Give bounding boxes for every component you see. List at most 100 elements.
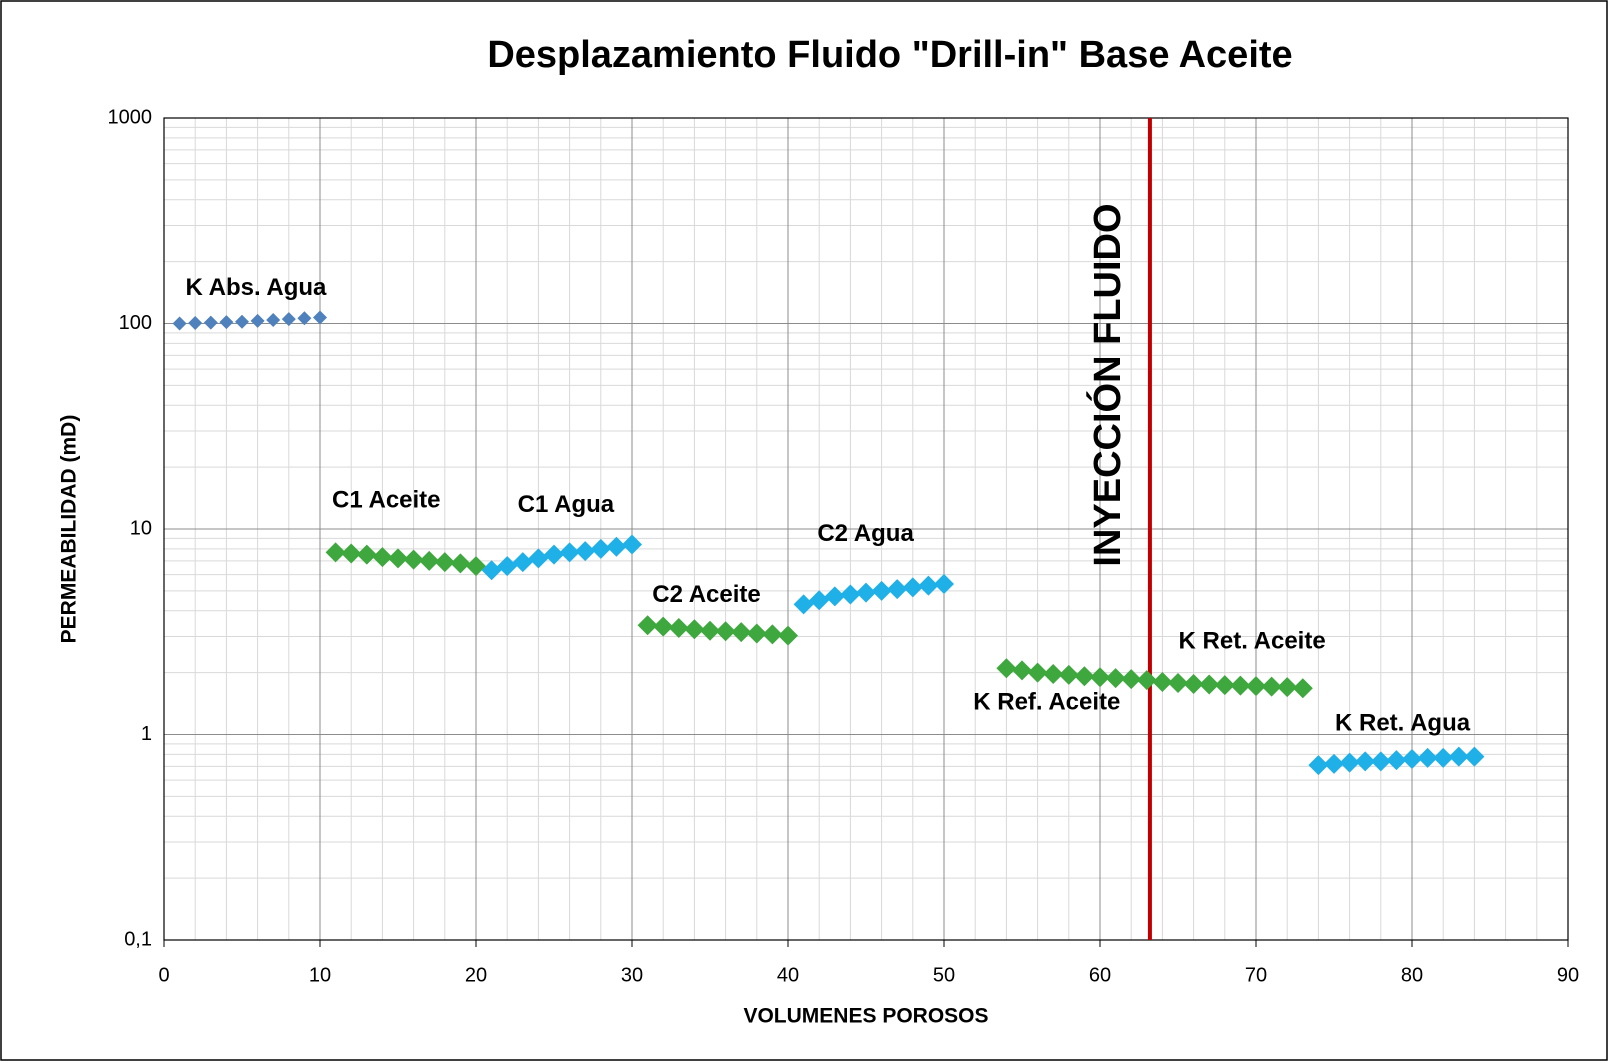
data-point	[1074, 666, 1095, 687]
data-point	[824, 586, 845, 607]
data-point	[1417, 747, 1438, 768]
data-point	[313, 310, 327, 325]
data-point	[1199, 674, 1220, 695]
x-tick-label: 40	[777, 964, 799, 986]
data-point	[1136, 670, 1157, 691]
data-point	[1090, 667, 1110, 688]
data-point	[902, 577, 923, 598]
data-point	[1277, 677, 1298, 698]
data-point	[668, 617, 689, 638]
data-point	[1183, 674, 1204, 695]
data-point	[1292, 678, 1313, 699]
data-point	[1448, 746, 1469, 767]
data-point	[778, 625, 798, 646]
data-point	[793, 594, 814, 615]
series-label: C2 Aceite	[652, 581, 761, 608]
series-label: K Ret. Agua	[1335, 709, 1471, 736]
y-tick-label: 1	[141, 723, 152, 745]
data-point	[934, 573, 954, 594]
data-point	[809, 590, 830, 611]
y-axis-label: PERMEABILIDAD (mD)	[58, 415, 81, 644]
data-point	[684, 619, 705, 640]
data-point	[434, 552, 455, 573]
data-point	[1027, 662, 1048, 683]
y-tick-label: 1000	[108, 106, 153, 128]
data-point	[1464, 746, 1485, 767]
data-point	[606, 536, 627, 557]
data-point	[746, 623, 767, 644]
data-point	[528, 548, 549, 569]
data-point	[388, 548, 408, 569]
x-tick-label: 0	[158, 964, 169, 986]
data-point	[1308, 755, 1329, 776]
y-tick-label: 100	[119, 312, 152, 334]
series-label: C1 Aceite	[332, 486, 441, 513]
data-point	[1012, 660, 1032, 681]
data-point	[1230, 675, 1251, 696]
data-point	[1105, 668, 1126, 689]
x-axis-label: VOLUMENES POROSOS	[743, 1005, 988, 1028]
data-point	[559, 542, 580, 563]
data-point	[1433, 747, 1454, 768]
data-point	[188, 316, 203, 331]
data-point	[840, 584, 861, 605]
data-point	[1355, 751, 1376, 772]
data-point	[203, 315, 218, 330]
x-tick-label: 90	[1557, 964, 1579, 986]
x-tick-label: 70	[1245, 964, 1267, 986]
y-tick-label: 10	[130, 517, 152, 539]
data-point	[575, 541, 596, 562]
data-point	[700, 620, 720, 641]
data-point	[856, 582, 876, 603]
data-point	[1339, 752, 1360, 773]
plot-frame	[163, 117, 1569, 941]
data-point	[622, 534, 642, 555]
series-label: C1 Agua	[518, 491, 615, 518]
chart-title: Desplazamiento Fluido "Drill-in" Base Ac…	[487, 34, 1292, 76]
data-point	[762, 624, 783, 645]
data-point	[419, 550, 440, 571]
data-point	[731, 622, 752, 643]
data-point	[450, 553, 471, 574]
data-point	[1121, 669, 1142, 690]
data-point	[653, 616, 674, 637]
data-point	[235, 314, 249, 329]
data-point	[1261, 676, 1282, 697]
data-point	[1214, 675, 1235, 696]
data-point	[918, 575, 939, 596]
data-point	[1058, 664, 1079, 685]
data-point	[887, 579, 908, 600]
x-tick-label: 60	[1089, 964, 1111, 986]
data-point	[266, 312, 281, 327]
data-point	[1386, 750, 1407, 771]
x-tick-label: 10	[309, 964, 331, 986]
x-tick-label: 30	[621, 964, 643, 986]
data-point	[325, 542, 346, 563]
data-point	[1043, 663, 1064, 684]
data-point	[497, 556, 518, 577]
series-label: K Abs. Agua	[186, 274, 328, 301]
data-point	[1402, 748, 1422, 769]
injection-label: INYECCIÓN FLUIDO	[1085, 203, 1129, 566]
series-label: K Ref. Aceite	[973, 689, 1120, 716]
data-point	[715, 621, 736, 642]
x-tick-label: 80	[1401, 964, 1423, 986]
data-point	[996, 658, 1017, 679]
series-label: K Ret. Aceite	[1179, 627, 1326, 654]
data-point	[281, 312, 296, 327]
data-point	[372, 547, 393, 568]
data-point	[512, 552, 533, 573]
x-tick-label: 20	[465, 964, 487, 986]
series-label: C2 Agua	[817, 520, 914, 547]
data-point	[544, 544, 564, 565]
data-point	[172, 316, 187, 331]
data-point	[297, 311, 312, 326]
data-point	[250, 313, 265, 328]
data-point	[590, 538, 611, 559]
data-point	[637, 615, 658, 636]
data-point	[1324, 753, 1344, 774]
data-point	[356, 544, 377, 565]
data-point	[1152, 672, 1173, 693]
